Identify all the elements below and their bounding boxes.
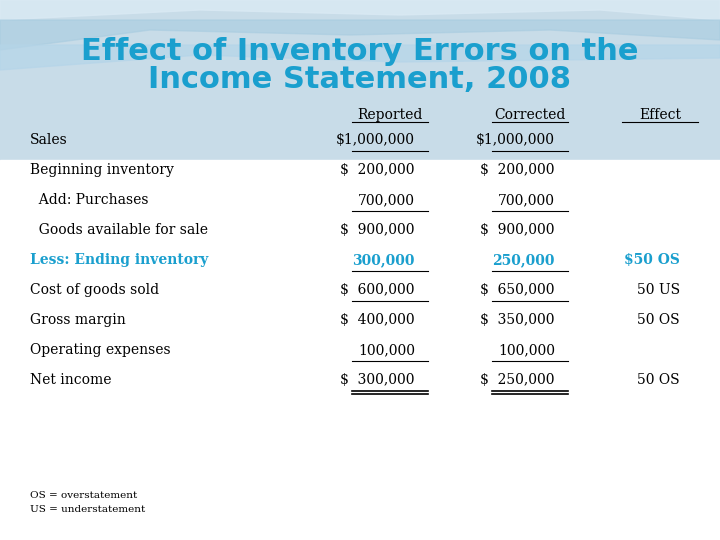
Text: 50 OS: 50 OS bbox=[637, 313, 680, 327]
Text: 250,000: 250,000 bbox=[492, 253, 555, 267]
Text: $1,000,000: $1,000,000 bbox=[336, 133, 415, 147]
Text: $50 OS: $50 OS bbox=[624, 253, 680, 267]
Text: 50 OS: 50 OS bbox=[637, 373, 680, 387]
Text: $  250,000: $ 250,000 bbox=[480, 373, 555, 387]
Text: 100,000: 100,000 bbox=[498, 343, 555, 357]
Text: Income Statement, 2008: Income Statement, 2008 bbox=[148, 65, 572, 94]
Text: Beginning inventory: Beginning inventory bbox=[30, 163, 174, 177]
Text: $  400,000: $ 400,000 bbox=[341, 313, 415, 327]
Text: $  200,000: $ 200,000 bbox=[341, 163, 415, 177]
Text: Gross margin: Gross margin bbox=[30, 313, 126, 327]
Text: $  350,000: $ 350,000 bbox=[480, 313, 555, 327]
Text: Reported: Reported bbox=[357, 108, 423, 122]
Text: $  900,000: $ 900,000 bbox=[480, 223, 555, 237]
Bar bbox=[0, 160, 720, 540]
Polygon shape bbox=[0, 45, 720, 70]
Text: Cost of goods sold: Cost of goods sold bbox=[30, 283, 159, 297]
Text: 300,000: 300,000 bbox=[353, 253, 415, 267]
Text: Goods available for sale: Goods available for sale bbox=[30, 223, 208, 237]
Text: Effect: Effect bbox=[639, 108, 681, 122]
Text: $  900,000: $ 900,000 bbox=[341, 223, 415, 237]
Text: OS = overstatement: OS = overstatement bbox=[30, 490, 138, 500]
Text: 700,000: 700,000 bbox=[498, 193, 555, 207]
Text: Sales: Sales bbox=[30, 133, 68, 147]
Text: $  200,000: $ 200,000 bbox=[480, 163, 555, 177]
Polygon shape bbox=[0, 20, 720, 50]
Text: Operating expenses: Operating expenses bbox=[30, 343, 171, 357]
Text: $1,000,000: $1,000,000 bbox=[476, 133, 555, 147]
Text: Effect of Inventory Errors on the: Effect of Inventory Errors on the bbox=[81, 37, 639, 66]
Bar bbox=[0, 0, 720, 160]
Text: $  600,000: $ 600,000 bbox=[341, 283, 415, 297]
Text: $  300,000: $ 300,000 bbox=[341, 373, 415, 387]
Text: Corrected: Corrected bbox=[495, 108, 566, 122]
Text: $  650,000: $ 650,000 bbox=[480, 283, 555, 297]
Text: Add: Purchases: Add: Purchases bbox=[30, 193, 148, 207]
Text: US = understatement: US = understatement bbox=[30, 505, 145, 515]
Text: 50 US: 50 US bbox=[637, 283, 680, 297]
Text: Net income: Net income bbox=[30, 373, 112, 387]
Text: 100,000: 100,000 bbox=[358, 343, 415, 357]
Text: 700,000: 700,000 bbox=[358, 193, 415, 207]
Polygon shape bbox=[0, 0, 720, 20]
Text: Less: Ending inventory: Less: Ending inventory bbox=[30, 253, 208, 267]
